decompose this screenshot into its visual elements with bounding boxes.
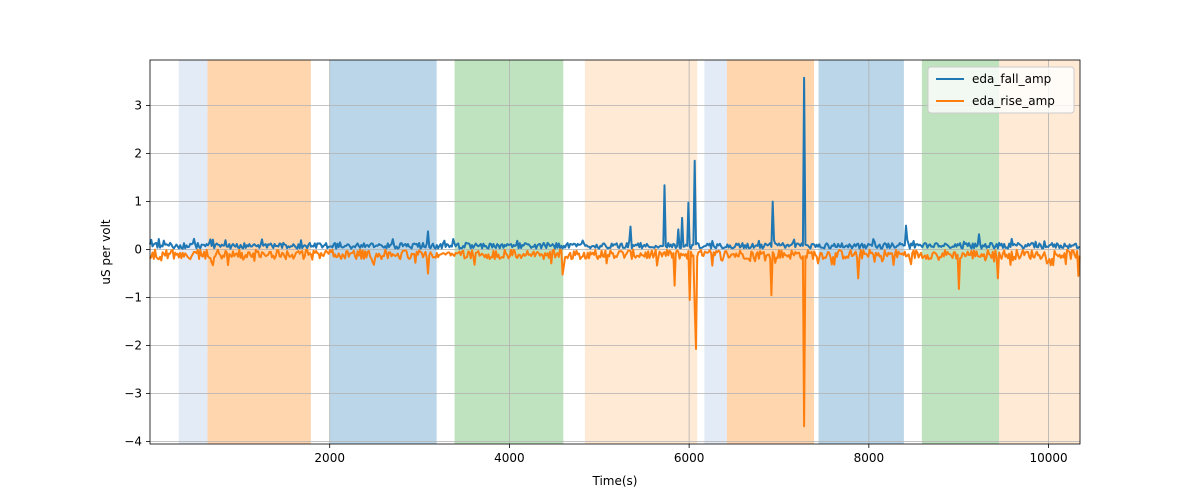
series-eda_fall_amp xyxy=(149,76,1081,250)
y-tick-label: 1 xyxy=(134,195,142,209)
x-tick-label: 10000 xyxy=(1029,451,1067,465)
x-tick-label: 4000 xyxy=(494,451,525,465)
y-axis-label: uS per volt xyxy=(99,219,113,285)
legend-label-eda_fall_amp: eda_fall_amp xyxy=(972,72,1051,86)
y-tick-label: 0 xyxy=(134,243,142,257)
y-tick-label: −1 xyxy=(124,291,142,305)
y-tick-label: −2 xyxy=(124,339,142,353)
y-axis-ticks: −4 −3 −2 −1 0 1 2 3 xyxy=(124,99,150,449)
x-tick-label: 6000 xyxy=(674,451,705,465)
grid-lines xyxy=(150,60,1080,444)
y-tick-label: 3 xyxy=(134,99,142,113)
x-tick-label: 8000 xyxy=(854,451,885,465)
series-eda_rise_amp xyxy=(149,248,1081,428)
y-tick-label: −4 xyxy=(124,435,142,449)
x-axis-label: Time(s) xyxy=(592,474,638,488)
condition-bands xyxy=(178,60,1080,444)
legend-box xyxy=(927,66,1075,114)
plot-frame xyxy=(149,59,1081,445)
legend-label-eda_rise_amp: eda_rise_amp xyxy=(972,94,1055,108)
legend[interactable]: eda_fall_amp eda_rise_amp xyxy=(927,66,1075,114)
y-tick-label: 2 xyxy=(134,147,142,161)
y-tick-label: −3 xyxy=(124,387,142,401)
x-tick-label: 2000 xyxy=(314,451,345,465)
x-axis-ticks: 2000 4000 6000 8000 10000 xyxy=(314,444,1068,465)
series-lines xyxy=(149,76,1081,428)
